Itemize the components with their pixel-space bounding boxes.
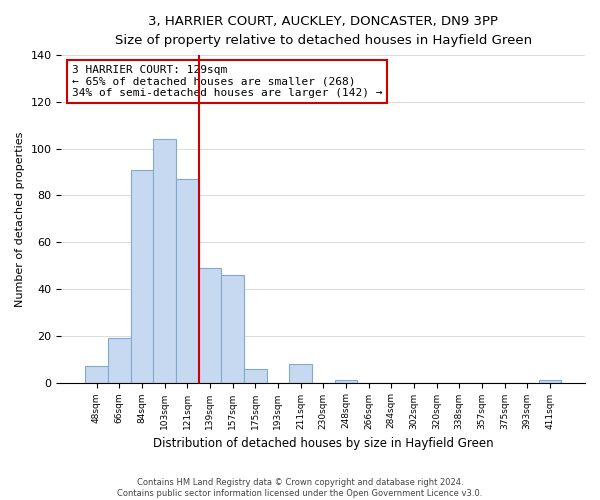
Bar <box>244 368 266 382</box>
Y-axis label: Number of detached properties: Number of detached properties <box>15 131 25 306</box>
Bar <box>153 140 176 382</box>
Bar <box>131 170 153 382</box>
Bar <box>539 380 561 382</box>
Text: Contains HM Land Registry data © Crown copyright and database right 2024.
Contai: Contains HM Land Registry data © Crown c… <box>118 478 482 498</box>
Bar <box>335 380 357 382</box>
Bar <box>108 338 131 382</box>
Bar <box>289 364 312 382</box>
Title: 3, HARRIER COURT, AUCKLEY, DONCASTER, DN9 3PP
Size of property relative to detac: 3, HARRIER COURT, AUCKLEY, DONCASTER, DN… <box>115 15 532 47</box>
X-axis label: Distribution of detached houses by size in Hayfield Green: Distribution of detached houses by size … <box>153 437 494 450</box>
Bar <box>176 179 199 382</box>
Bar <box>85 366 108 382</box>
Text: 3 HARRIER COURT: 129sqm
← 65% of detached houses are smaller (268)
34% of semi-d: 3 HARRIER COURT: 129sqm ← 65% of detache… <box>72 65 382 98</box>
Bar <box>221 275 244 382</box>
Bar <box>199 268 221 382</box>
